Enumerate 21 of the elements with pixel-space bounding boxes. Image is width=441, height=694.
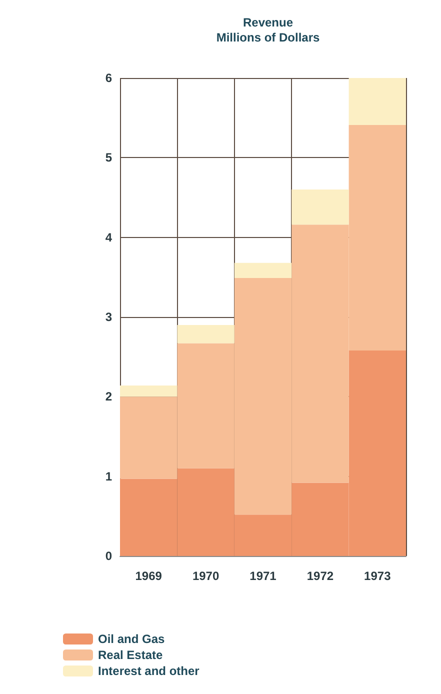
- x-tick-label: 1973: [364, 569, 392, 583]
- x-tick-label: 1972: [306, 569, 334, 583]
- y-tick-label: 3: [105, 310, 112, 324]
- y-tick-label: 4: [105, 230, 112, 244]
- legend-label: Real Estate: [98, 648, 164, 662]
- y-tick-label: 0: [105, 549, 112, 563]
- chart-title: Revenue Millions of Dollars: [216, 16, 320, 44]
- x-tick-label: 1971: [250, 569, 277, 583]
- bar: [348, 78, 406, 126]
- y-tick-label: 1: [105, 469, 112, 484]
- x-tick-label: 1969: [135, 569, 162, 583]
- bar: [292, 190, 349, 225]
- bar: [177, 324, 234, 344]
- y-tick-label: 5: [105, 150, 112, 165]
- legend-label: Interest and other: [98, 664, 200, 678]
- x-tick-label: 1970: [192, 569, 220, 583]
- y-tick-label: 6: [105, 71, 112, 85]
- bar: [234, 262, 292, 278]
- legend-label: Oil and Gas: [98, 632, 166, 646]
- bar: [120, 386, 178, 397]
- y-tick-label: 2: [105, 390, 112, 404]
